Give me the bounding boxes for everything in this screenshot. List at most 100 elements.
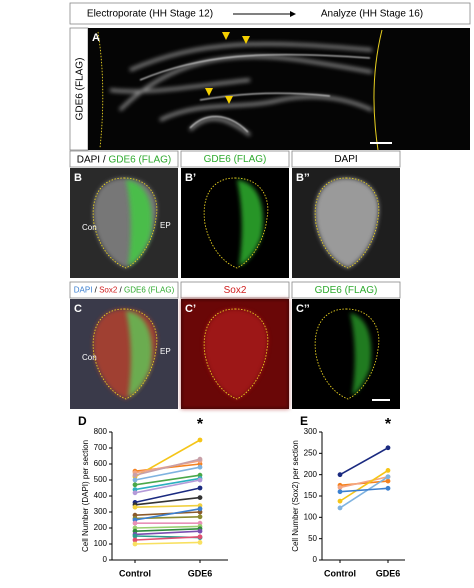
title-box: [69, 281, 179, 299]
series-line: [134, 525, 201, 529]
series-line: [134, 528, 201, 532]
image-c-double-prime: [292, 299, 400, 409]
title-part: GDE6 (FLAG): [108, 154, 171, 165]
data-point: [337, 489, 343, 495]
data-point: [197, 477, 203, 483]
data-point: [337, 498, 343, 504]
y-tick-label: 300: [304, 427, 318, 436]
panel-label: C’: [185, 303, 196, 315]
data-point: [197, 464, 203, 470]
data-point: [337, 472, 343, 478]
series-line: [134, 508, 201, 521]
series-line: [134, 458, 201, 476]
series-line: [134, 487, 201, 504]
title-part: /: [100, 154, 108, 165]
panel-label: B’: [185, 172, 196, 184]
y-tick-label: 100: [94, 539, 108, 548]
series-line: [134, 504, 201, 508]
panel-title: Sox2: [224, 285, 247, 296]
data-point: [197, 437, 203, 443]
y-axis-label: Cell Number (Sox2) per section: [291, 440, 300, 552]
x-tick-label: GDE6: [376, 568, 401, 578]
title-box: [180, 281, 290, 299]
panel-label: A: [92, 32, 100, 44]
series-line: [134, 541, 201, 545]
image-a: [88, 28, 470, 151]
image-b-double-prime: [292, 168, 400, 278]
panel-label: B: [74, 172, 82, 184]
panel-label: C’’: [296, 303, 310, 315]
x-tick-label: GDE6: [188, 568, 213, 578]
data-point: [385, 474, 391, 480]
data-point: [132, 533, 138, 539]
y-tick-label: 700: [94, 443, 108, 452]
data-point: [197, 534, 203, 540]
y-tick-label: 200: [304, 470, 318, 479]
series-line: [339, 487, 389, 493]
title-part: /: [92, 286, 99, 295]
title-box: [291, 281, 401, 299]
image-c: [70, 299, 178, 409]
title-part: Sox2: [99, 286, 118, 295]
series-line: [134, 530, 201, 536]
image-b-prime: [181, 168, 289, 278]
annotation: Con: [82, 353, 97, 362]
y-tick-label: 0: [313, 555, 318, 564]
data-point: [337, 505, 343, 511]
panel-title: GDE6 (FLAG): [315, 285, 378, 296]
header-arrowhead: [290, 11, 296, 17]
title-part: DAPI: [77, 154, 100, 165]
title-part: /: [117, 286, 124, 295]
panel-title: DAPI / GDE6 (FLAG): [77, 154, 171, 165]
annotation: *: [385, 416, 392, 433]
title-box: [291, 150, 401, 168]
y-tick-label: 250: [304, 448, 318, 457]
title-part: GDE6 (FLAG): [124, 286, 175, 295]
series-line: [339, 469, 389, 502]
x-tick-label: Control: [119, 568, 151, 578]
y-tick-label: 100: [304, 512, 318, 521]
data-point: [132, 520, 138, 526]
y-tick-label: 600: [94, 459, 108, 468]
y-tick-label: 50: [308, 534, 317, 543]
panel-label: E: [300, 414, 308, 428]
data-point: [197, 540, 203, 545]
side-label: GDE6 (FLAG): [75, 58, 86, 121]
annotation: *: [197, 416, 204, 433]
data-point: [385, 485, 391, 491]
data-point: [132, 477, 138, 483]
header-text: Analyze (HH Stage 16): [321, 9, 423, 20]
data-point: [132, 490, 138, 496]
data-point: [197, 506, 203, 512]
data-point: [132, 541, 138, 547]
y-tick-label: 300: [94, 507, 108, 516]
panel-label: B’’: [296, 172, 310, 184]
data-point: [197, 528, 203, 534]
series-line: [339, 447, 389, 476]
data-point: [132, 537, 138, 543]
data-point: [197, 456, 203, 462]
data-point: [337, 485, 343, 490]
y-tick-label: 400: [94, 491, 108, 500]
annotation: EP: [160, 347, 171, 356]
data-point: [197, 485, 203, 491]
title-box: [69, 150, 179, 168]
y-tick-label: 800: [94, 427, 108, 436]
series-line: [134, 479, 201, 494]
series-line: [134, 536, 201, 541]
y-tick-label: 150: [304, 491, 318, 500]
panel-label: D: [78, 414, 87, 428]
y-axis-label: Cell Number (DAPI) per section: [81, 440, 90, 552]
data-point: [132, 504, 138, 510]
panel-label: C: [74, 303, 82, 315]
panel-title: DAPI / Sox2 / GDE6 (FLAG): [74, 286, 175, 295]
chart: D Cell Number (DAPI) per section 0 100 200 30…: [78, 414, 228, 578]
series-line: [134, 474, 201, 486]
data-point: [385, 478, 391, 484]
y-tick-label: 200: [94, 523, 108, 532]
image-c-prime: [181, 299, 289, 409]
data-point: [385, 445, 391, 451]
image-b: [70, 168, 178, 278]
data-point: [385, 468, 391, 473]
x-tick-label: Control: [324, 568, 356, 578]
